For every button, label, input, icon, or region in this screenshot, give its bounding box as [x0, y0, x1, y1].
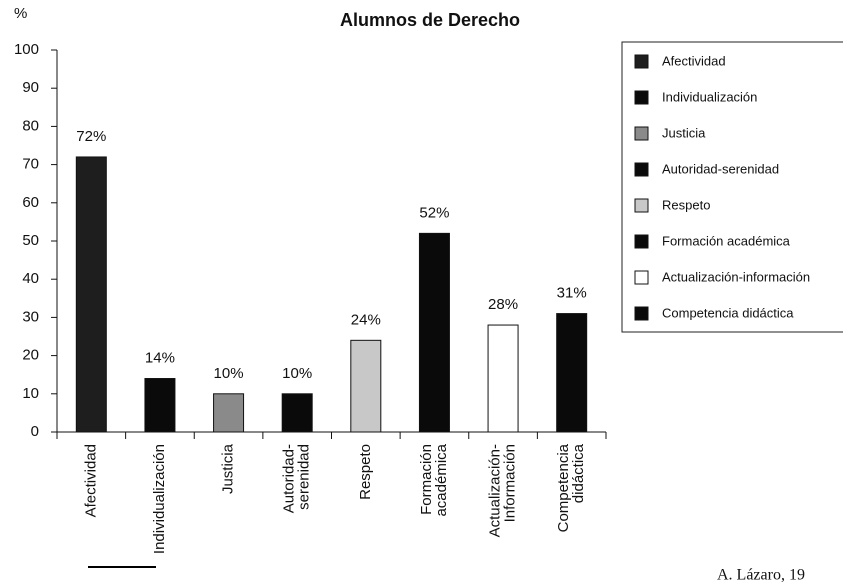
bar — [556, 313, 588, 433]
legend-label: Justicia — [662, 125, 706, 140]
legend-swatch — [634, 162, 649, 177]
bar — [350, 339, 382, 433]
legend-swatch — [634, 270, 649, 285]
legend-label: Autoridad-serenidad — [662, 161, 779, 176]
bar — [75, 156, 107, 433]
y-tick-label: 0 — [31, 423, 39, 440]
legend-box — [621, 41, 843, 333]
x-tick-label: Justicia — [220, 443, 237, 494]
y-axis-label: % — [14, 5, 27, 22]
bar — [144, 378, 176, 433]
bar — [418, 232, 450, 433]
bar — [213, 393, 245, 433]
y-tick-label: 90 — [22, 79, 39, 96]
value-label: 31% — [557, 285, 587, 302]
value-label: 72% — [76, 128, 106, 145]
y-tick-label: 50 — [22, 232, 39, 249]
chart-title: Alumnos de Derecho — [340, 10, 520, 30]
bar — [487, 324, 519, 433]
legend-swatch — [634, 306, 649, 321]
y-tick-label: 10 — [22, 385, 39, 402]
legend-label: Afectividad — [662, 53, 726, 68]
x-tick-label: Competenciadidáctica — [555, 443, 587, 532]
legend-label: Formación académica — [662, 233, 791, 248]
legend-swatch — [634, 198, 649, 213]
value-label: 10% — [282, 365, 312, 382]
legend-label: Individualización — [662, 89, 757, 104]
y-tick-label: 100 — [14, 41, 39, 58]
x-tick-label: Respeto — [357, 444, 374, 500]
y-tick-label: 20 — [22, 347, 39, 364]
y-tick-label: 60 — [22, 194, 39, 211]
value-label: 28% — [488, 296, 518, 313]
legend-label: Competencia didáctica — [662, 305, 794, 320]
x-tick-label: Actualización-Información — [487, 444, 519, 537]
legend-label: Respeto — [662, 197, 710, 212]
value-label: 24% — [351, 311, 381, 328]
value-label: 52% — [419, 204, 449, 221]
y-tick-label: 30 — [22, 308, 39, 325]
legend-label: Actualización-información — [662, 269, 810, 284]
legend-swatch — [634, 90, 649, 105]
y-tick-label: 80 — [22, 117, 39, 134]
y-tick-label: 40 — [22, 270, 39, 287]
legend-swatch — [634, 54, 649, 69]
source: A. Lázaro, 19 — [717, 567, 805, 584]
legend-swatch — [634, 234, 649, 249]
value-label: 10% — [214, 365, 244, 382]
bar — [281, 393, 313, 433]
x-tick-label: Autoridad-serenidad — [281, 444, 313, 513]
x-tick-label: Afectividad — [82, 444, 99, 517]
x-tick-label: Formaciónacadémica — [418, 443, 450, 516]
y-tick-label: 70 — [22, 156, 39, 173]
legend-swatch — [634, 126, 649, 141]
x-tick-label: Individualización — [151, 444, 168, 554]
value-label: 14% — [145, 349, 175, 366]
